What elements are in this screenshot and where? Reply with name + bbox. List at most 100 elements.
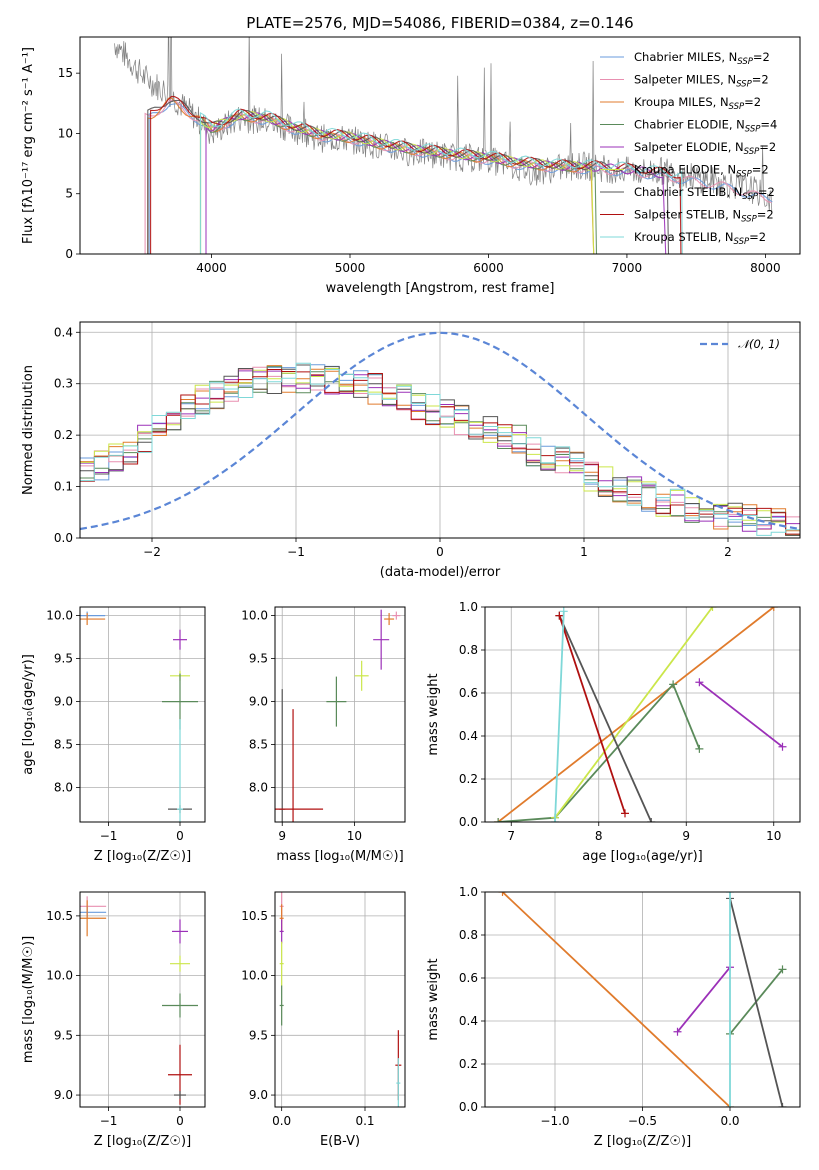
x-tick-label: 2 [724, 545, 732, 559]
y-tick-label: 0.4 [459, 729, 478, 743]
y-tick-label: 9.0 [54, 1088, 73, 1102]
x-tick-label: 0 [176, 1114, 184, 1128]
y-axis-label: mass [log₁₀(M/M☉)] [21, 936, 36, 1063]
y-tick-label: 10 [58, 126, 73, 140]
x-tick-label: 6000 [473, 261, 504, 275]
panel-mass-vs-Z: −1 0 9.0 9.5 10.0 10.5 Z [log₁₀(Z/Z☉)] mass [lo… [21, 891, 206, 1149]
y-tick-label: 8.5 [249, 738, 268, 752]
weight-series-line [501, 892, 731, 1107]
axes-frame [274, 891, 406, 1108]
model-spectrum-line [150, 95, 682, 254]
weight-series-line [558, 615, 653, 822]
weight-point-marker [494, 818, 503, 822]
y-tick-label: 0.0 [459, 815, 478, 829]
weight-series-line [554, 607, 714, 819]
y-tick-label: 0.6 [459, 686, 478, 700]
x-tick-label: 0.0 [720, 1114, 739, 1128]
y-tick-label: 1.0 [459, 885, 478, 899]
y-axis-label: Flux [fλ10⁻¹⁷ erg cm⁻² s⁻¹ A⁻¹] [21, 47, 36, 244]
y-tick-label: 0.2 [54, 428, 73, 442]
y-tick-label: 10.0 [241, 969, 268, 983]
y-tick-label: 10.0 [46, 969, 73, 983]
spectrum-plot-area [114, 37, 773, 254]
y-tick-label: 0.4 [54, 325, 73, 339]
panel-spectrum: 4000 5000 6000 7000 8000 0 5 10 15 wavelength [An… [21, 36, 801, 296]
weight-point-marker [551, 818, 559, 822]
weight-point-marker [621, 809, 629, 818]
axes-frame [79, 36, 801, 255]
residual-histogram-step [80, 362, 800, 536]
weight-series-line [676, 966, 731, 1033]
weight-point-marker [708, 607, 717, 611]
weight-plot-area [498, 892, 787, 1107]
weight-point-marker [769, 607, 778, 611]
x-tick-label: 0 [176, 829, 184, 843]
weight-plot-area [494, 607, 787, 822]
weight-point-marker [726, 892, 734, 896]
legend-label: 𝒩(0, 1) [738, 337, 780, 351]
weight-series-line [497, 607, 775, 822]
axes-frame [484, 891, 801, 1108]
x-tick-label: 7000 [612, 261, 643, 275]
weight-point-marker [726, 1103, 734, 1107]
y-tick-label: 0.0 [459, 1100, 478, 1114]
y-tick-label: 8.0 [54, 781, 73, 795]
y-tick-label: 9.0 [54, 695, 73, 709]
legend-label: Salpeter STELIB, NSSP=2 [634, 208, 774, 225]
weight-point-marker [669, 680, 678, 689]
y-tick-label: 10.0 [46, 609, 73, 623]
x-tick-label: 5000 [335, 261, 366, 275]
weight-series-line [698, 681, 784, 748]
weight-point-marker [695, 744, 704, 753]
legend-label: Chabrier MILES, NSSP=2 [634, 50, 770, 67]
model-spectrum-line [147, 97, 595, 254]
y-tick-label: 9.0 [249, 1088, 268, 1102]
x-tick-label: −1.0 [540, 1114, 569, 1128]
x-tick-label: 0.0 [272, 1114, 291, 1128]
axes-frame [79, 321, 801, 539]
x-tick-label: 8 [595, 829, 603, 843]
weight-series-line [729, 898, 784, 1107]
x-tick-label: 7 [507, 829, 515, 843]
weight-point-marker [555, 611, 564, 620]
model-spectrum-line [147, 99, 670, 254]
weight-series-line [554, 611, 565, 822]
x-axis-label: (data-model)/error [380, 565, 501, 580]
legend-label: Salpeter ELODIE, NSSP=2 [634, 140, 776, 157]
axes-frame [79, 891, 206, 1108]
x-tick-label: 8000 [750, 261, 781, 275]
weight-point-marker [673, 1027, 682, 1036]
y-tick-label: 0.0 [54, 531, 73, 545]
y-axis-label: age [log₁₀(age/yr)] [21, 654, 36, 775]
x-tick-label: 4000 [196, 261, 227, 275]
weight-point-marker [778, 1103, 787, 1107]
weight-point-marker [559, 607, 568, 616]
weight-point-marker [498, 892, 507, 896]
y-tick-label: 9.5 [249, 1028, 268, 1042]
scatter-plot-area [80, 896, 198, 1105]
scatter-plot-area [279, 892, 402, 1107]
legend-label: Chabrier STELIB, NSSP=2 [634, 185, 775, 202]
panel-mass-weight-vs-Z: −1.0 −0.5 0.0 0.0 0.2 0.4 0.6 0.8 1.0 Z [log₁₀(Z/… [426, 885, 801, 1149]
y-tick-label: 0.2 [459, 1057, 478, 1071]
x-axis-label: mass [log₁₀(M/M☉)] [276, 849, 403, 864]
y-tick-label: 9.0 [249, 695, 268, 709]
x-axis-label: wavelength [Angstrom, rest frame] [326, 281, 555, 296]
y-axis-label: mass weight [426, 958, 441, 1040]
y-tick-label: 0.1 [54, 480, 73, 494]
axes-frame [484, 606, 801, 823]
scatter-plot-area [275, 609, 401, 822]
weight-point-marker [695, 678, 704, 687]
y-tick-label: 8.0 [249, 781, 268, 795]
panel-mass-weight-vs-age: 7 8 9 10 0.0 0.2 0.4 0.6 0.8 1.0 age [log₁₀(age/yr… [426, 600, 801, 864]
y-tick-label: 9.5 [54, 652, 73, 666]
weight-point-marker [778, 965, 787, 974]
x-tick-label: 10 [347, 829, 362, 843]
model-spectrum-line [199, 108, 683, 254]
x-tick-label: 0.1 [355, 1114, 374, 1128]
model-spectrum-line [205, 112, 667, 254]
x-tick-label: −0.5 [628, 1114, 657, 1128]
legend-label: Kroupa MILES, NSSP=2 [634, 95, 761, 112]
y-tick-label: 10.5 [241, 909, 268, 923]
